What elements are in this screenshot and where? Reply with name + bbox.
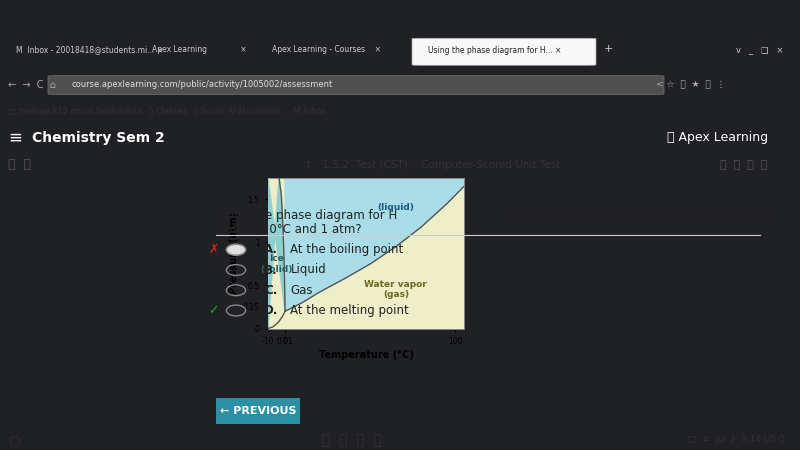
Text: Using the phase diagram for H... ×: Using the phase diagram for H... × (428, 46, 562, 55)
Text: ↑   1.5.2  Test (CST):   Computer-Scored Unit Test: ↑ 1.5.2 Test (CST): Computer-Scored Unit… (304, 160, 560, 170)
Text: M  Inbox - 20018418@students.mi... ×: M Inbox - 20018418@students.mi... × (16, 45, 163, 54)
Text: course.apexlearning.com/public/activity/1005002/assessment: course.apexlearning.com/public/activity/… (72, 80, 334, 89)
Text: ✗: ✗ (208, 243, 219, 256)
Text: 🌐  🔴  📘  🏮: 🌐 🔴 📘 🏮 (322, 433, 382, 447)
X-axis label: Temperature (°C): Temperature (°C) (318, 350, 414, 360)
Text: 🏛 Apex Learning: 🏛 Apex Learning (667, 131, 768, 144)
Text: v   _   ❑   ×: v _ ❑ × (736, 46, 783, 55)
Text: water at 0°C and 1 atm?: water at 0°C and 1 atm? (216, 223, 362, 236)
FancyBboxPatch shape (210, 396, 306, 426)
Text: □  ≡  Jul 3  3:14 US 📶: □ ≡ Jul 3 3:14 US 📶 (688, 436, 784, 445)
Polygon shape (268, 178, 464, 328)
Text: At the boiling point: At the boiling point (290, 243, 404, 256)
Text: A.: A. (264, 243, 278, 256)
Text: Liquid: Liquid (290, 264, 326, 276)
Text: Gas: Gas (290, 284, 313, 297)
Text: ← PREVIOUS: ← PREVIOUS (220, 406, 296, 416)
Text: (liquid): (liquid) (378, 203, 414, 212)
Text: B.: B. (264, 264, 278, 276)
Y-axis label: Pressure (atm): Pressure (atm) (229, 212, 238, 294)
Text: 🏠  📋: 🏠 📋 (8, 158, 31, 171)
Text: Ice
(solid): Ice (solid) (260, 254, 293, 274)
Text: At the melting point: At the melting point (290, 304, 409, 317)
Text: □ melnap.k12.mi.us bookmarks  📗 Classes  🔵 Surah Al-Mu'minun...  M Inbox: □ melnap.k12.mi.us bookmarks 📗 Classes 🔵… (8, 107, 326, 116)
Text: 🌐  👤  🖨  ❓: 🌐 👤 🖨 ❓ (720, 160, 767, 170)
Text: Chemistry Sem 2: Chemistry Sem 2 (32, 130, 165, 145)
FancyBboxPatch shape (48, 76, 664, 94)
Text: ←  →  C  ⌂: ← → C ⌂ (8, 80, 56, 90)
Text: C.: C. (264, 284, 278, 297)
Text: D.: D. (264, 304, 278, 317)
Text: ○: ○ (8, 433, 20, 447)
Text: Using the phase diagram for H: Using the phase diagram for H (216, 209, 398, 222)
Text: +: + (604, 44, 614, 54)
Text: O, which of the following correctly describes: O, which of the following correctly desc… (515, 209, 778, 222)
Text: Water vapor
(gas): Water vapor (gas) (365, 280, 427, 299)
Text: Apex Learning - Courses    ×: Apex Learning - Courses × (272, 45, 381, 54)
Text: Apex Learning              ×: Apex Learning × (152, 45, 246, 54)
Text: ≡: ≡ (8, 129, 22, 147)
Text: < ☆  🔮  ★  ⬜  ⋮: < ☆ 🔮 ★ ⬜ ⋮ (656, 81, 726, 90)
FancyBboxPatch shape (412, 38, 596, 65)
Text: ₂: ₂ (507, 209, 511, 219)
Text: ✓: ✓ (208, 304, 219, 317)
Polygon shape (268, 178, 285, 328)
Polygon shape (285, 178, 464, 311)
